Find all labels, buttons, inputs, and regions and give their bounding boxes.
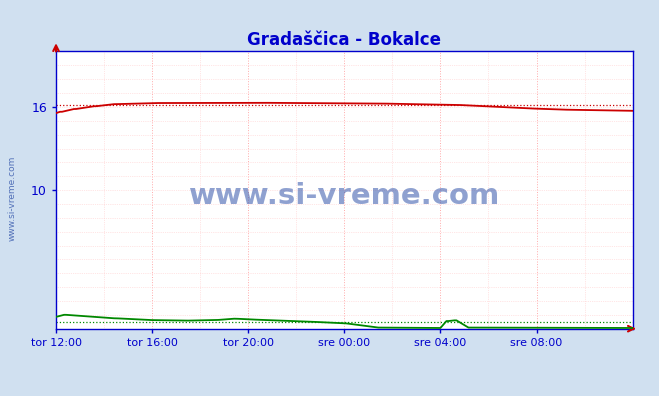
- Title: Gradaščica - Bokalce: Gradaščica - Bokalce: [247, 30, 442, 49]
- Text: www.si-vreme.com: www.si-vreme.com: [188, 182, 500, 209]
- Text: www.si-vreme.com: www.si-vreme.com: [8, 155, 17, 241]
